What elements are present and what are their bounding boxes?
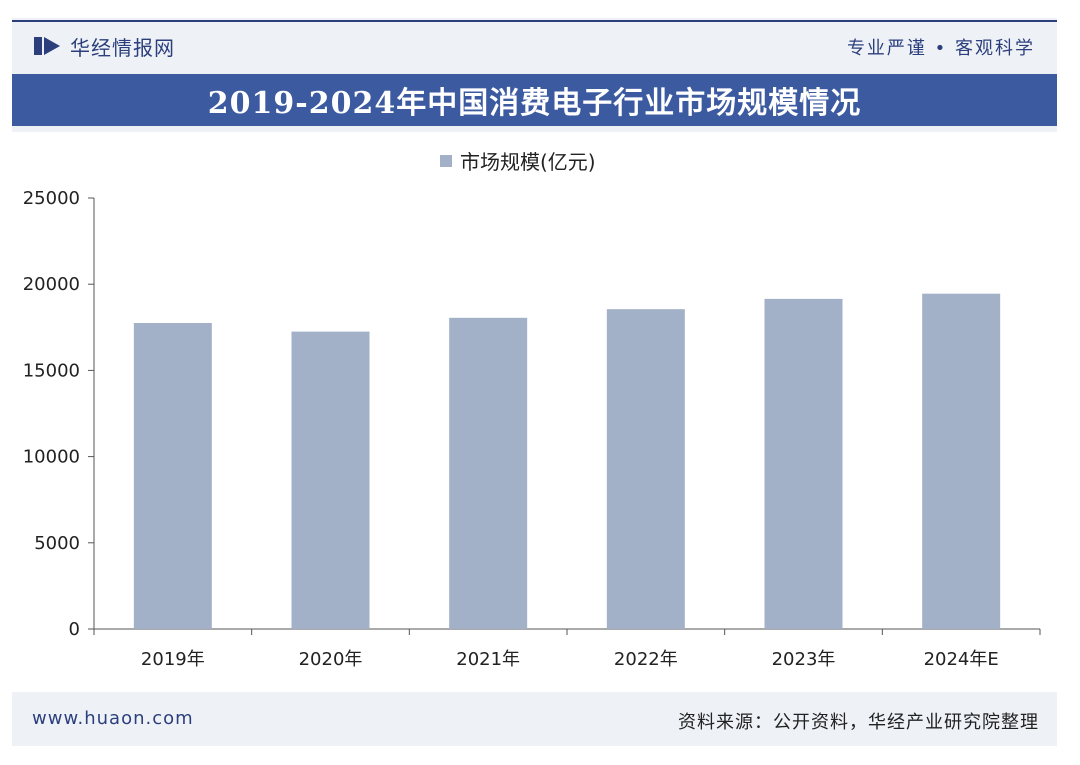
bar [922, 293, 1001, 629]
y-tick-label: 5000 [34, 533, 80, 554]
x-tick-label: 2019年 [141, 649, 205, 670]
x-tick-label: 2022年 [614, 649, 678, 670]
footer: www.huaon.com 资料来源：公开资料，华经产业研究院整理 [12, 696, 1057, 742]
y-tick-label: 0 [69, 619, 80, 640]
legend-label: 市场规模(亿元) [460, 150, 596, 174]
footer-source: 资料来源：公开资料，华经产业研究院整理 [678, 712, 1039, 733]
x-tick-label: 2021年 [456, 649, 520, 670]
bar [133, 322, 212, 629]
slogan: 专业严谨 • 客观科学 [846, 38, 1035, 59]
title-band: 2019-2024年中国消费电子行业市场规模情况 [12, 74, 1057, 126]
y-tick-label: 20000 [23, 274, 80, 295]
chart-title: 2019-2024年中国消费电子行业市场规模情况 [207, 86, 862, 121]
x-tick-label: 2020年 [299, 649, 363, 670]
footer-url[interactable]: www.huaon.com [32, 708, 194, 729]
bar [449, 317, 528, 629]
x-tick-label: 2023年 [772, 649, 836, 670]
brand: 华经情报网 [34, 32, 175, 60]
y-tick-label: 10000 [23, 447, 80, 468]
y-tick-label: 25000 [23, 188, 80, 209]
bar [606, 309, 685, 629]
x-tick-label: 2024年E [924, 649, 999, 670]
brand-name: 华经情报网 [70, 35, 175, 60]
header-bar: 华经情报网 专业严谨 • 客观科学 [12, 20, 1057, 70]
y-tick-label: 15000 [23, 360, 80, 381]
brand-logo-icon [34, 37, 60, 55]
bar [764, 298, 843, 629]
legend-swatch [440, 154, 452, 167]
bar [291, 331, 370, 629]
legend: 市场规模(亿元) [440, 146, 596, 175]
